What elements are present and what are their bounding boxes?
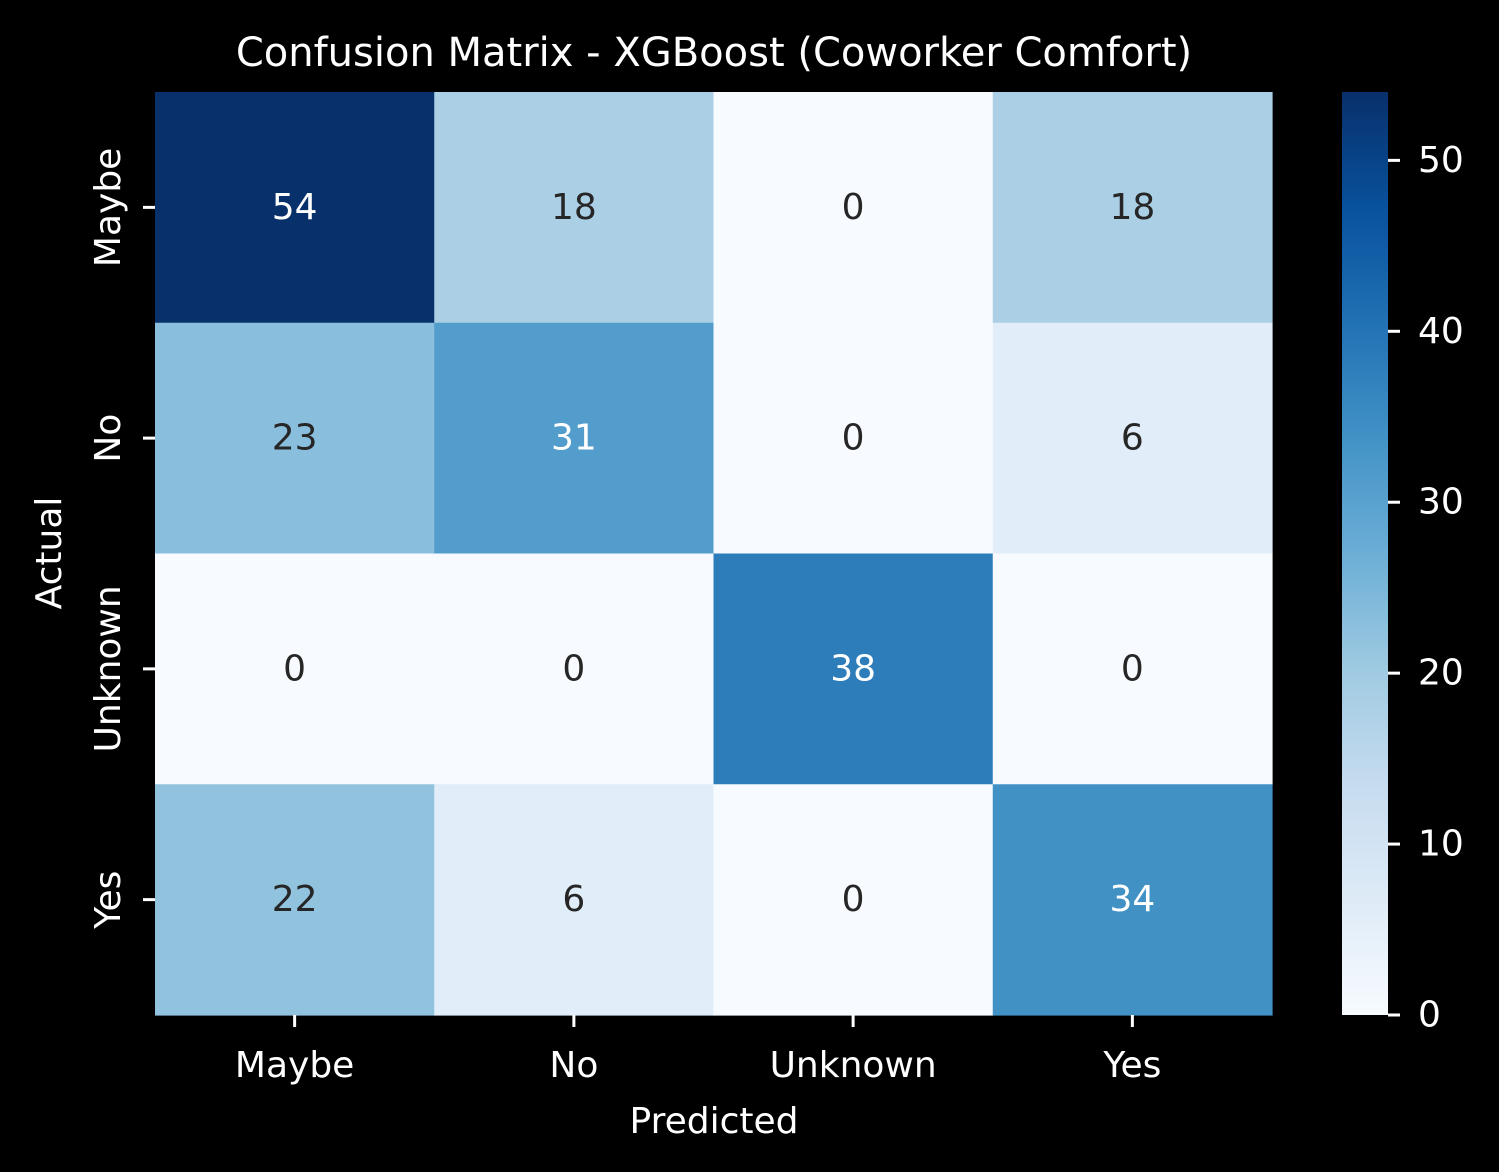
cell-value-label: 34	[1109, 879, 1155, 920]
heatmap-cell	[434, 322, 715, 555]
heatmap-cells	[155, 92, 1273, 1016]
heatmap-cell	[992, 92, 1273, 324]
colorbar-tick-label: 0	[1418, 995, 1441, 1036]
cell-value-label: 22	[272, 879, 318, 920]
cell-value-label: 18	[1109, 187, 1155, 228]
cell-value-label: 0	[842, 418, 865, 459]
cell-value-label: 0	[283, 648, 306, 689]
cell-value-label: 31	[551, 418, 597, 459]
y-tick-label: Maybe	[88, 148, 129, 267]
colorbar-tick-label: 40	[1418, 311, 1464, 352]
cell-value-label: 0	[1121, 648, 1144, 689]
colorbar-tick-label: 50	[1418, 140, 1464, 181]
y-tick-label: Unknown	[88, 585, 129, 752]
heatmap-cell	[155, 553, 435, 785]
cell-annotations: 54 18 0 18 23 31 0 6 0 0 38 0 22 6 0 34	[272, 187, 1156, 920]
cell-value-label: 23	[272, 418, 318, 459]
cell-value-label: 6	[1121, 418, 1144, 459]
x-axis: Maybe No Unknown Yes	[235, 1015, 1161, 1086]
heatmap-cell	[155, 784, 435, 1016]
y-axis: Maybe No Unknown Yes	[88, 148, 155, 930]
x-tick-label: Maybe	[235, 1045, 354, 1086]
heatmap-cell	[713, 553, 994, 785]
cell-value-label: 0	[842, 187, 865, 228]
colorbar	[1342, 92, 1388, 1015]
heatmap-cell	[713, 92, 994, 324]
heatmap-cell	[434, 784, 715, 1016]
colorbar-tick-label: 20	[1418, 653, 1464, 694]
heatmap-cell	[992, 322, 1273, 555]
heatmap-cell	[155, 92, 435, 324]
heatmap-cell	[992, 784, 1273, 1016]
cell-value-label: 18	[551, 187, 597, 228]
colorbar-tick-label: 10	[1418, 824, 1464, 865]
cell-value-label: 38	[830, 648, 876, 689]
cell-value-label: 0	[842, 879, 865, 920]
heatmap-cell	[713, 784, 994, 1016]
heatmap-cell	[713, 322, 994, 555]
heatmap-cell	[434, 553, 715, 785]
colorbar-ticks: 0 10 20 30 40 50	[1388, 140, 1464, 1036]
cell-value-label: 0	[562, 648, 585, 689]
heatmap-cell	[992, 553, 1273, 785]
y-tick-label: Yes	[88, 871, 129, 930]
cell-value-label: 54	[272, 187, 318, 228]
x-tick-label: No	[549, 1045, 598, 1086]
colorbar-tick-label: 30	[1418, 482, 1464, 523]
x-axis-label: Predicted	[630, 1101, 799, 1142]
heatmap-cell	[434, 92, 715, 324]
x-tick-label: Yes	[1102, 1045, 1161, 1086]
y-tick-label: No	[88, 414, 129, 463]
cell-value-label: 6	[562, 879, 585, 920]
x-tick-label: Unknown	[770, 1045, 937, 1086]
y-axis-label: Actual	[29, 497, 70, 610]
heatmap-cell	[155, 322, 435, 555]
chart-title: Confusion Matrix - XGBoost (Coworker Com…	[236, 30, 1192, 76]
